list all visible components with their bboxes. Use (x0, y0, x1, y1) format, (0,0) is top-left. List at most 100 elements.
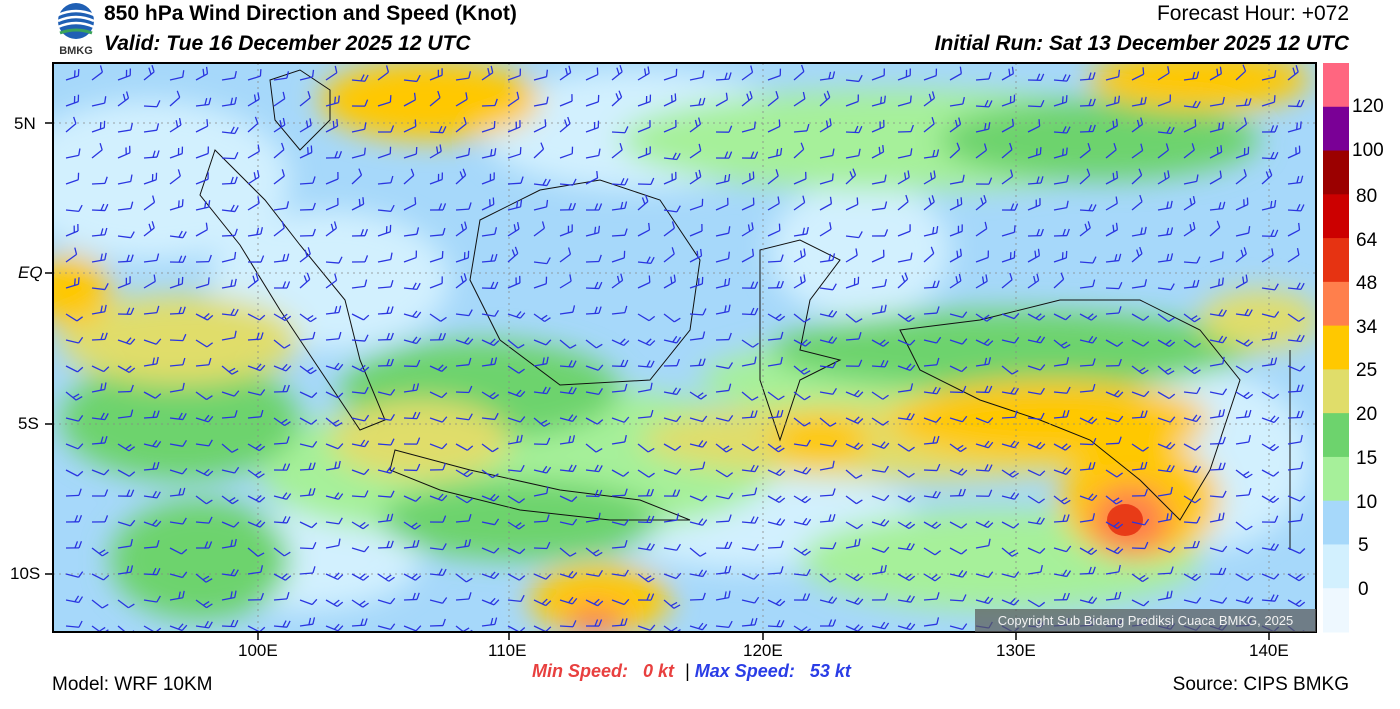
wind-barb (559, 596, 578, 605)
wind-barb (91, 573, 110, 581)
wind-barb (1027, 147, 1042, 159)
wind-barb (637, 177, 655, 186)
speed-blob (53, 255, 110, 325)
wind-barb (1079, 313, 1098, 321)
wind-barb (611, 250, 626, 263)
colorbar-label: 80 (1356, 186, 1378, 207)
wind-barb (91, 515, 109, 523)
speed-blob (53, 100, 290, 260)
wind-barb (975, 520, 994, 529)
wind-barb (195, 119, 209, 133)
wind-barb (819, 90, 831, 107)
wind-barb (247, 592, 265, 601)
wind-barb (871, 518, 890, 527)
wind-barb (975, 538, 991, 549)
wind-barb (377, 490, 395, 498)
wind-barb (221, 466, 240, 474)
wind-barb (169, 333, 187, 342)
wind-barb (1027, 248, 1041, 263)
wind-barb (1261, 443, 1280, 452)
wind-barb (1027, 273, 1040, 289)
wind-barb (221, 521, 240, 528)
wind-barb (793, 517, 812, 526)
wind-barb (117, 145, 131, 159)
wind-barb (1183, 465, 1202, 474)
wind-barb (325, 443, 344, 450)
wind-barb (949, 273, 962, 289)
wind-barb (689, 97, 706, 107)
wind-barb (1235, 547, 1254, 555)
wind-barb (247, 469, 265, 479)
bmkg-logo (52, 1, 100, 59)
wind-barb (1131, 541, 1149, 550)
wind-barb (143, 100, 161, 108)
wind-barb (403, 250, 418, 263)
wind-barb (845, 313, 863, 323)
wind-barb (1053, 409, 1070, 419)
wind-barb (195, 339, 214, 348)
wind-barb (533, 486, 549, 497)
wind-barb (351, 255, 369, 263)
wind-barb (637, 66, 650, 81)
wind-barb (1235, 226, 1251, 237)
wind-barb (1001, 142, 1013, 159)
wind-barb (715, 151, 733, 159)
speed-blob (565, 605, 625, 632)
wind-barb (273, 573, 292, 581)
wind-barb (1053, 467, 1072, 475)
wind-barb (871, 68, 885, 81)
wind-barb (1157, 486, 1173, 497)
wind-barb (455, 514, 472, 523)
wind-barb (273, 547, 291, 557)
wind-barb (403, 437, 421, 445)
wind-barb (325, 221, 338, 237)
wind-barb (1287, 513, 1304, 523)
wind-barb (91, 203, 109, 212)
wind-barb (117, 489, 135, 497)
wind-barb (1053, 126, 1071, 134)
wind-barb (715, 304, 731, 315)
wind-barb (1131, 279, 1148, 289)
wind-barb (143, 305, 160, 315)
wind-barb (611, 90, 623, 107)
wind-barb (819, 283, 837, 291)
wind-barb (767, 619, 785, 628)
wind-barb (559, 274, 572, 289)
wind-barb (871, 201, 888, 211)
wind-barb (1287, 247, 1300, 263)
speed-blob (110, 500, 290, 620)
wind-barb (1131, 461, 1148, 471)
wind-barb (637, 443, 655, 453)
wind-barb (221, 204, 239, 213)
wind-barb (299, 145, 313, 159)
wind-barb (481, 172, 495, 185)
wind-barb (351, 439, 370, 448)
wind-barb (1079, 547, 1098, 556)
wind-barb (741, 391, 759, 401)
wind-barb (741, 307, 759, 316)
wind-barb (117, 276, 131, 289)
wind-barb (559, 518, 578, 526)
wind-barb (585, 67, 599, 81)
wind-barb (819, 196, 833, 211)
wind-barb (65, 94, 80, 107)
wind-barb (1235, 117, 1248, 133)
min-speed-label: Min Speed: (532, 661, 629, 681)
wind-barb (481, 357, 498, 367)
wind-barb (351, 364, 370, 373)
wind-barb (1235, 98, 1252, 107)
wind-barb (429, 597, 448, 604)
wind-barb (559, 224, 573, 237)
wind-barb (481, 443, 499, 453)
wind-barb (637, 409, 654, 419)
wind-barb (1287, 222, 1301, 237)
wind-barb (663, 358, 680, 367)
wind-barb (65, 443, 84, 450)
wind-barb (689, 440, 708, 448)
wind-barb (559, 414, 578, 422)
wind-barb (1235, 197, 1249, 211)
wind-barb (715, 541, 733, 550)
wind-barb (897, 443, 915, 452)
wind-barb (117, 231, 135, 239)
wind-barb (1053, 569, 1072, 578)
